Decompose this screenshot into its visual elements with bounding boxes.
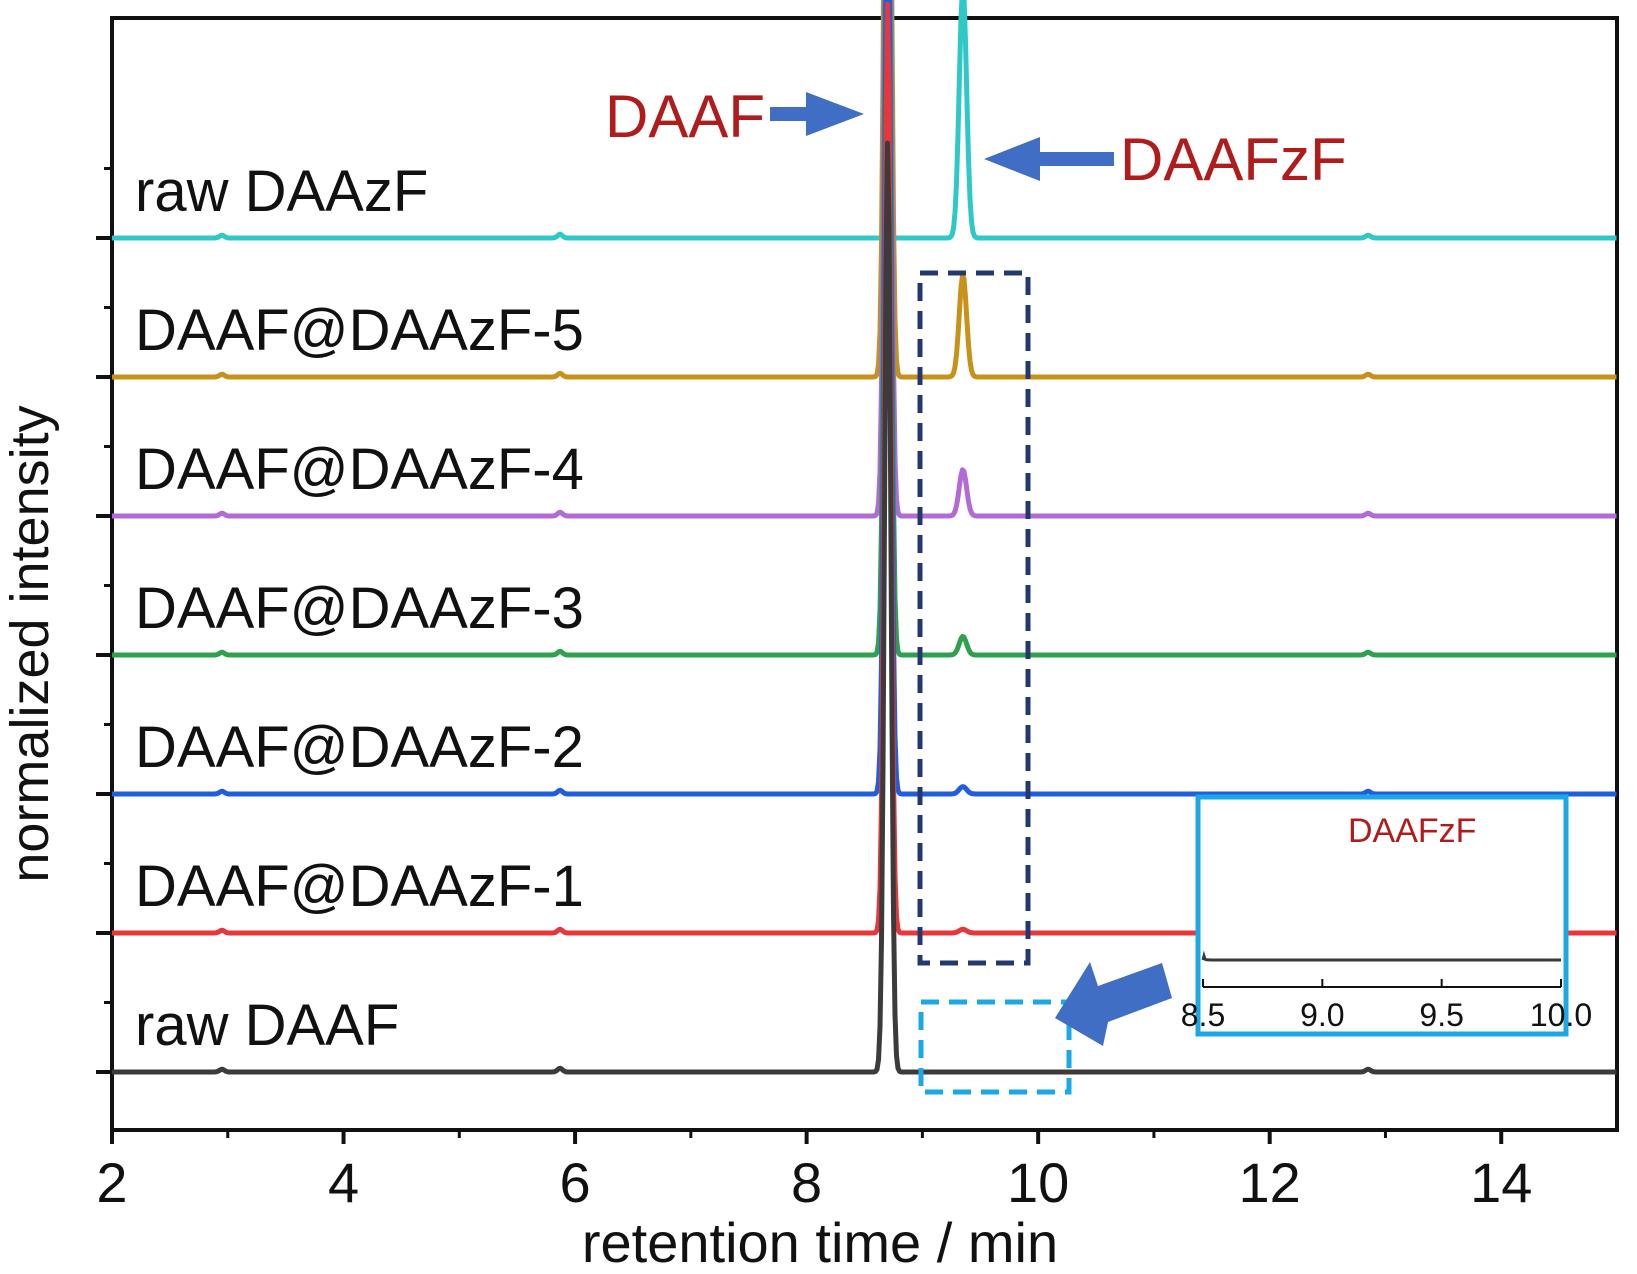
series-label: DAAF@DAAzF-5: [135, 298, 584, 363]
daaf-arrow: [770, 92, 864, 136]
annotation-daafzf: DAAFzF: [1120, 126, 1347, 193]
x-tick-label: 10: [1007, 1151, 1069, 1214]
series-line: [111, 0, 1618, 519]
series-label: DAAF@DAAzF-3: [135, 576, 584, 641]
x-tick-label: 2: [96, 1151, 127, 1214]
inset-label: DAAFzF: [1348, 812, 1476, 850]
trace-group: [111, 0, 1618, 1075]
x-tick-label: 4: [328, 1151, 359, 1214]
trace-labels: raw DAAzF DAAF@DAAzF-5 DAAF@DAAzF-4 DAAF@DA…: [135, 159, 584, 1058]
x-axis-title: retention time / min: [582, 1211, 1058, 1274]
x-axis-ticks: 2 4 6 8 10 12 14: [96, 1130, 1532, 1214]
x-tick-label: 14: [1470, 1151, 1532, 1214]
highlight-box-dark: [917, 270, 1031, 966]
series-line: [111, 0, 1618, 658]
inset-x-tick-label: 9.5: [1419, 997, 1463, 1033]
series-label: DAAF@DAAzF-2: [135, 715, 584, 780]
series-label: raw DAAzF: [135, 159, 428, 224]
plot-frame: [110, 16, 1619, 1132]
x-tick-label: 6: [559, 1151, 590, 1214]
series-label: raw DAAF: [135, 993, 399, 1058]
inset-x-ticks: 8.5 9.0 9.5 10.0: [1181, 979, 1592, 1033]
series-line: [111, 0, 1618, 241]
daafzf-arrow: [984, 137, 1114, 181]
inset-panel: 8.5 9.0 9.5 10.0 DAAFzF: [1181, 794, 1592, 1037]
series-line: [111, 0, 1618, 380]
highlight-box-light: [918, 999, 1072, 1095]
y-axis-title: normalized intensity: [0, 405, 60, 882]
inset-arrow: [1055, 962, 1172, 1046]
inset-frame: [1195, 794, 1569, 1037]
inset-trace: [1201, 950, 1561, 962]
annotation-daaf: DAAF: [605, 83, 765, 150]
y-axis-ticks: [96, 167, 112, 1074]
inset-x-tick-label: 8.5: [1181, 997, 1225, 1033]
x-tick-label: 8: [791, 1151, 822, 1214]
inset-x-tick-label: 9.0: [1300, 997, 1344, 1033]
series-label: DAAF@DAAzF-4: [135, 437, 584, 502]
series-label: DAAF@DAAzF-1: [135, 854, 584, 919]
inset-x-tick-label: 10.0: [1530, 997, 1592, 1033]
series-line: [111, 0, 1618, 797]
x-tick-label: 12: [1239, 1151, 1301, 1214]
series-line: [111, 140, 1618, 1075]
